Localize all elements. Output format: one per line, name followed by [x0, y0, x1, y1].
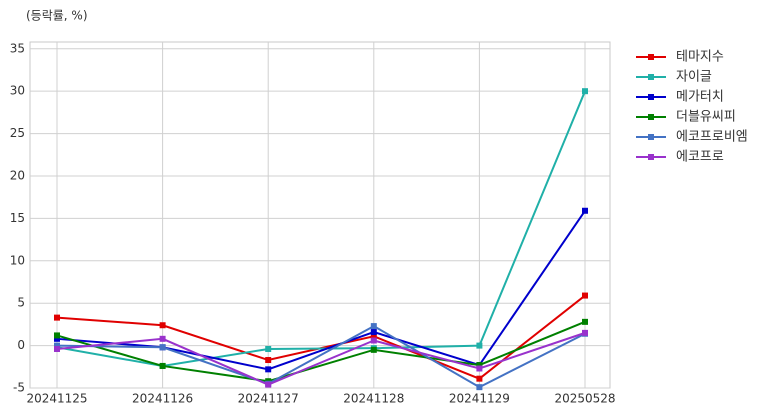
- x-tick-label: 20241127: [238, 392, 299, 406]
- point-marker: [159, 335, 166, 342]
- point-marker: [582, 292, 588, 299]
- point-marker: [159, 362, 166, 369]
- legend-marker: [648, 114, 654, 120]
- point-marker: [582, 329, 588, 336]
- y-tick-label: 25: [10, 126, 25, 140]
- unit-label: (등락률, %): [26, 9, 88, 23]
- legend-label: 테마지수: [676, 50, 724, 65]
- point-marker: [370, 333, 377, 340]
- point-marker: [476, 375, 483, 382]
- x-tick-label: 20250528: [554, 392, 615, 406]
- x-tick-label: 20241128: [343, 392, 404, 406]
- y-tick-label: 15: [10, 211, 25, 225]
- point-marker: [159, 344, 166, 351]
- point-marker: [159, 322, 166, 329]
- plot-frame: [29, 41, 611, 389]
- legend-marker: [648, 74, 654, 80]
- series-line: [56, 210, 586, 371]
- point-marker: [265, 381, 272, 388]
- legend-label: 자이글: [676, 70, 712, 85]
- point-marker: [370, 329, 377, 336]
- x-tick-label: 20241126: [132, 392, 193, 406]
- point-marker: [370, 346, 377, 353]
- legend-marker: [648, 94, 654, 100]
- y-tick-label: 30: [10, 84, 25, 98]
- x-tick-label: 20241129: [449, 392, 510, 406]
- series-line: [56, 331, 586, 386]
- point-marker: [582, 318, 588, 325]
- point-marker: [265, 366, 272, 373]
- point-marker: [54, 345, 60, 352]
- point-marker: [476, 365, 483, 372]
- legend-marker: [648, 54, 654, 60]
- point-marker: [370, 337, 377, 344]
- point-marker: [54, 335, 60, 342]
- series-line: [56, 90, 586, 367]
- point-marker: [54, 332, 60, 339]
- y-tick-label: 0: [17, 338, 25, 352]
- y-tick-label: 35: [10, 41, 25, 55]
- x-tick-label: 20241125: [26, 392, 87, 406]
- y-tick-label: 20: [10, 168, 25, 182]
- y-tick-label: -5: [13, 381, 25, 395]
- legend-label: 에코프로: [676, 150, 724, 165]
- point-marker: [476, 384, 483, 391]
- point-marker: [265, 345, 272, 352]
- legend-marker: [648, 134, 654, 140]
- series-line: [56, 320, 586, 383]
- legend-marker: [648, 154, 654, 160]
- point-marker: [265, 357, 272, 364]
- y-tick-label: 10: [10, 253, 25, 267]
- y-tick-label: 5: [17, 296, 25, 310]
- point-marker: [370, 323, 377, 330]
- point-marker: [476, 342, 483, 349]
- legend-label: 메가터치: [676, 90, 724, 105]
- point-marker: [476, 362, 483, 369]
- point-marker: [54, 342, 60, 349]
- legend-label: 에코프로비엠: [676, 130, 748, 145]
- point-marker: [582, 88, 588, 95]
- legend-label: 더블유씨피: [676, 110, 736, 125]
- point-marker: [54, 314, 60, 321]
- series-line: [56, 324, 586, 389]
- point-marker: [582, 207, 588, 214]
